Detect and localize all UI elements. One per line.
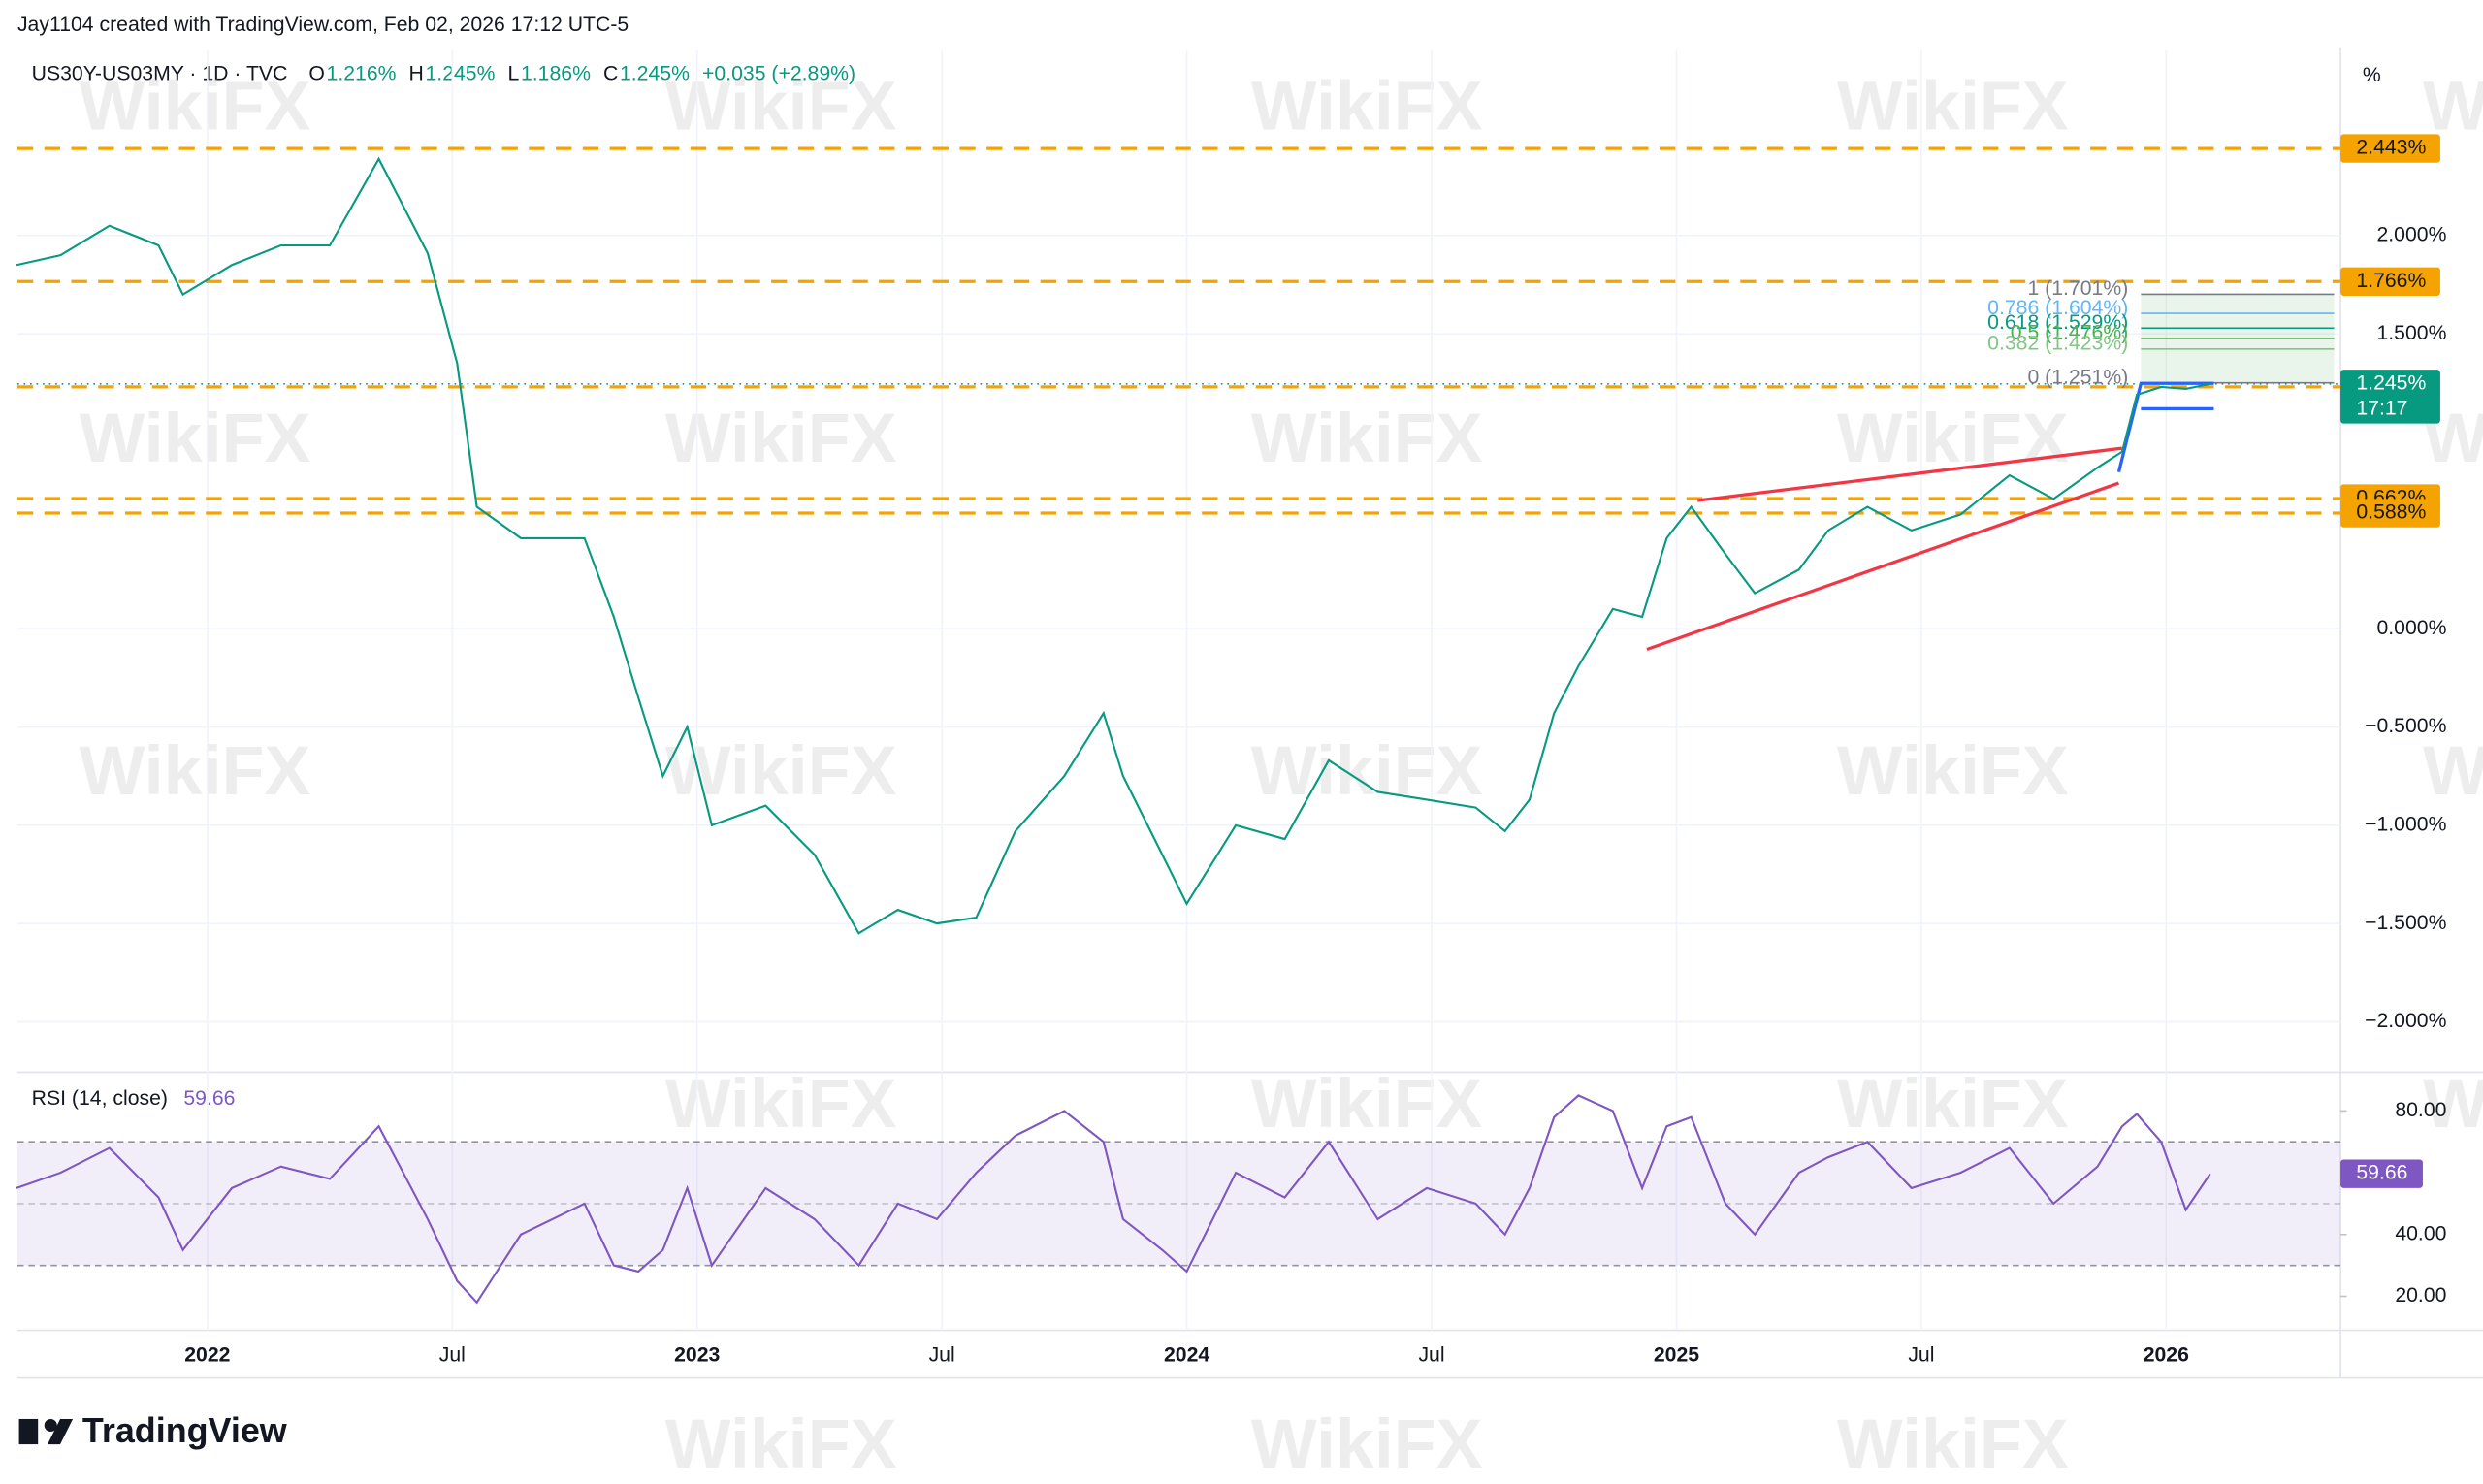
ohlc-value: 1.245% [620,62,690,84]
watermark: WikiFX [2423,67,2483,145]
rsi-value-label: 59.66 [2356,1162,2407,1184]
watermark: WikiFX [1837,1065,2069,1143]
watermark: WikiFX [1837,67,2069,145]
rsi-band [16,1142,2341,1266]
fib-label: 0.618 (1.529%) [1987,311,2128,334]
level-label: 0.588% [2356,501,2426,524]
y-tick-label: 1.500% [2376,322,2446,344]
x-tick-label: Jul [1908,1343,1934,1366]
watermark: WikiFX [1251,1405,1483,1483]
level-badge [2340,267,2440,296]
trendline [1646,446,2122,652]
x-tick-label: 2023 [674,1343,720,1366]
fib-label: 0.786 (1.604%) [1987,297,2128,319]
last-price-badge [2340,370,2440,424]
x-tick-label: 2026 [2144,1343,2189,1366]
watermark: WikiFX [1837,400,2069,477]
y-tick-label: 2.000% [2376,223,2446,245]
x-tick-label: Jul [1418,1343,1444,1366]
header: Jay1104 created with TradingView.com, Fe… [17,14,629,36]
fib-label: 1 (1.701%) [2027,277,2128,300]
watermark: WikiFX [665,400,897,477]
y-tick-label: 80.00 [2395,1099,2446,1121]
watermarks: WikiFX WikiFX WikiFX WikiFX WikiFX WikiFX Wiki… [80,67,2483,1483]
y-tick-label: 40.00 [2395,1222,2446,1244]
watermark: WikiFX [80,67,311,145]
rsi-header-value: 59.66 [183,1087,235,1110]
level-label: 1.766% [2356,270,2426,292]
series-line [16,1094,2211,1305]
watermark: WikiFX [1251,400,1483,477]
fib-label: 0.382 (1.423%) [1987,332,2128,354]
watermark: WikiFX [1837,1405,2069,1483]
ohlc-key: L [508,62,520,84]
watermark: WikiFX [80,400,311,477]
fib-label: 0 (1.251%) [2027,366,2128,388]
last-price-label: 1.245% [2356,371,2426,394]
ohlc-value: 1.186% [521,62,591,84]
watermark: WikiFX [2423,1065,2483,1143]
watermark: WikiFX [1837,732,2069,810]
ohlc-value: 1.216% [327,62,397,84]
watermark: WikiFX [2423,732,2483,810]
watermark: WikiFX [665,1405,897,1483]
x-tick-label: 2024 [1164,1343,1209,1366]
ohlc-key: H [409,62,424,84]
y-tick-label: −1.500% [2365,912,2446,934]
x-tick-label: 2022 [184,1343,230,1366]
y-tick-label: 20.00 [2395,1284,2446,1307]
y-tick-label: −0.500% [2365,715,2446,737]
ohlc-key: C [603,62,618,84]
countdown: 17:17 [2356,398,2407,420]
ohlc-key: O [308,62,325,84]
change: +0.035 (+2.89%) [702,62,855,84]
rsi-title: RSI (14, close) [32,1087,168,1110]
y-tick-label: −1.000% [2365,813,2446,835]
logo [18,1418,74,1445]
watermark: WikiFX [665,1065,897,1143]
unit: % [2363,64,2381,86]
watermark: WikiFX [1251,67,1483,145]
watermark: WikiFX [80,732,311,810]
y-tick-label: −2.000% [2365,1010,2446,1032]
level-badge [2340,499,2440,528]
watermark: WikiFX [665,732,897,810]
rsi-badge [2340,1159,2423,1188]
y-tick-label: 0.000% [2376,617,2446,639]
x-tick-label: Jul [929,1343,955,1366]
watermark: WikiFX [1251,732,1483,810]
ohlc-value: 1.245% [426,62,496,84]
watermark: WikiFX [1251,1065,1483,1143]
level-badge [2340,134,2440,163]
level-label: 2.443% [2356,137,2426,159]
watermark: WikiFX [665,67,897,145]
brand: TradingView [82,1410,287,1450]
x-tick-label: 2025 [1654,1343,1699,1366]
fib-label: 0.5 (1.476%) [2011,322,2128,344]
series-line [16,156,2210,935]
x-tick-label: Jul [439,1343,466,1366]
symbol-title: US30Y-US03MY · 1D · TVC [32,62,288,84]
